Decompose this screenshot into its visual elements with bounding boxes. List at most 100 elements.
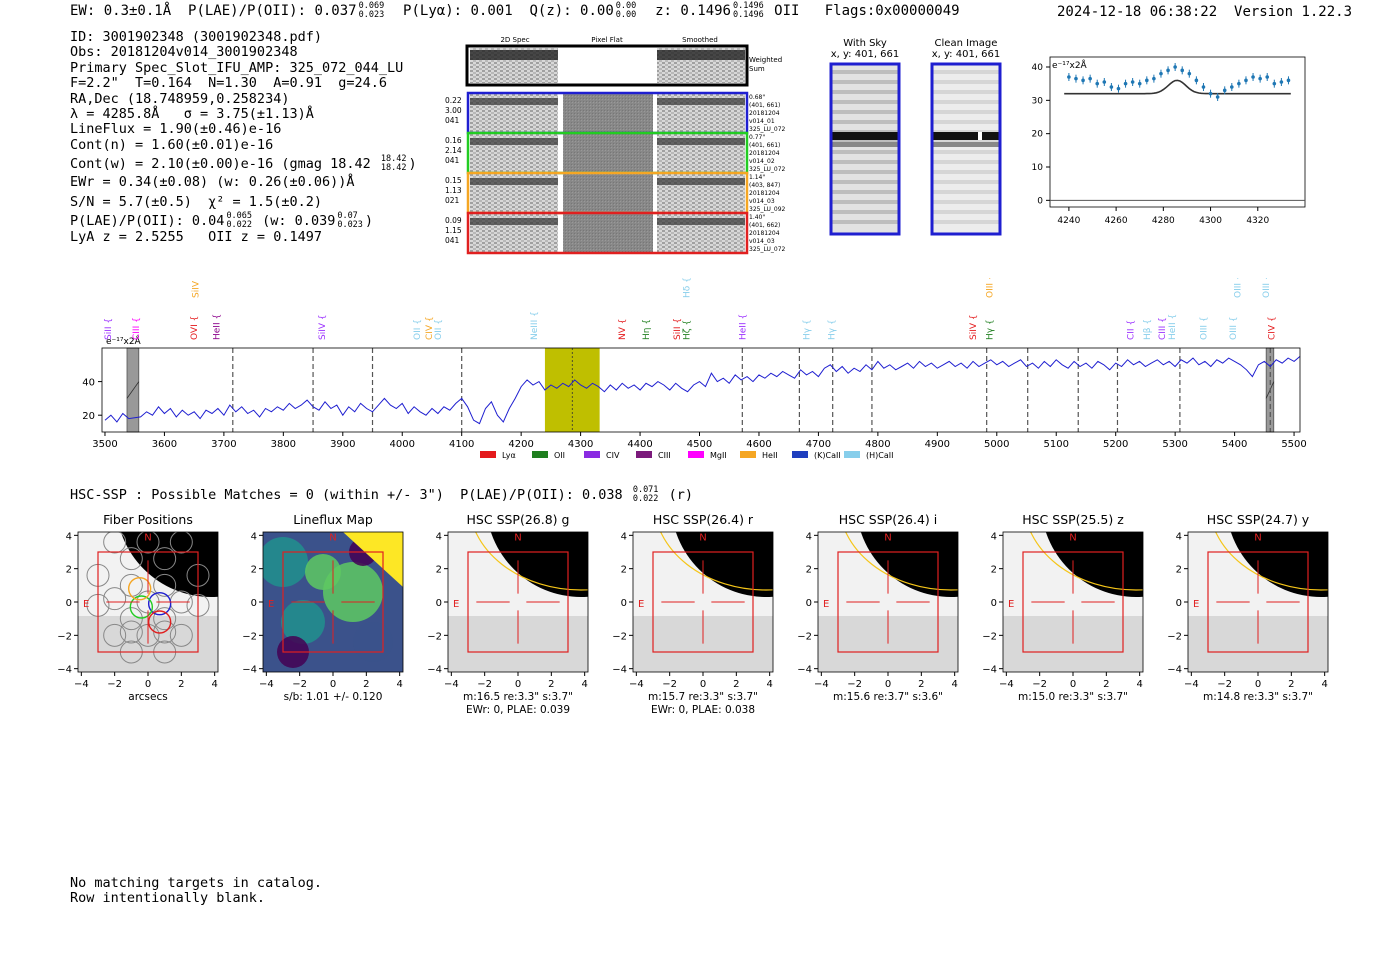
ytick-label: −2 xyxy=(983,631,997,642)
legend-label: CIV xyxy=(606,451,620,460)
spectrum-xtick-label: 4900 xyxy=(925,439,950,450)
emission-line-label: OVI { xyxy=(190,316,200,340)
panel-caption-2: EWr: 0, PLAE: 0.038 xyxy=(651,704,755,716)
spectrum-xtick-label: 4600 xyxy=(746,439,771,450)
cutout-row-meta: (401, 662) xyxy=(749,222,780,229)
cutout-row-meta: 325_LU_072 xyxy=(749,166,786,173)
spectrum-ytick-label: 20 xyxy=(82,411,95,422)
plya-value: P(Lyα): 0.001 xyxy=(403,3,513,19)
cutout-row-stat: 1.13 xyxy=(445,186,462,195)
east-label: E xyxy=(268,599,274,610)
north-label: N xyxy=(144,532,151,543)
panel-title: HSC SSP(26.8) g xyxy=(467,512,570,527)
panel-caption: m:15.6 re:3.7" s:3.6" xyxy=(833,691,943,703)
zoom-data-point xyxy=(1222,88,1227,93)
zoom-xtick-label: 4320 xyxy=(1246,216,1269,226)
qz-lo: 0.00 xyxy=(615,10,637,20)
cutout-row-meta: 1.14" xyxy=(749,174,765,181)
spectrum-xtick-label: 5500 xyxy=(1281,439,1306,450)
zoom-xtick-label: 4240 xyxy=(1057,216,1080,226)
emission-line-label: SiIV { xyxy=(969,314,979,340)
fiber xyxy=(136,532,160,554)
xtick-label: −2 xyxy=(1032,679,1047,690)
full-spectrum-chart: 3500 3600 3700 3800 3900 4000 4100 4200 4300 4400… xyxy=(82,278,1307,460)
clean-image-header: Clean Image x, y: 401, 661 xyxy=(931,38,1001,60)
spectrum-frame xyxy=(101,347,1301,433)
emission-line-label: HeII { xyxy=(738,314,748,340)
z-value: z: 0.1496 xyxy=(655,3,731,19)
cutout-row-stat: 0.22 xyxy=(445,96,462,105)
zoom-data-point xyxy=(1095,81,1100,86)
ytick-label: 2 xyxy=(806,565,812,576)
panel-caption: m:16.5 re:3.3" s:3.7" xyxy=(463,691,573,703)
fiber xyxy=(119,547,143,571)
fiber xyxy=(153,607,177,631)
spectrum-ytick-label: 40 xyxy=(82,378,95,389)
ew-value: EW: 0.3±0.1Å xyxy=(70,3,172,19)
ytick-label: 0 xyxy=(436,598,442,609)
zoom-data-point xyxy=(1180,68,1185,73)
emission-line-label: OIII { xyxy=(1234,278,1244,298)
col-smooth: Smoothed xyxy=(682,36,718,44)
clean-image-frame xyxy=(930,62,1002,236)
zoom-data-point xyxy=(1109,85,1114,89)
zoom-data-point xyxy=(1074,76,1078,81)
plae-value: P(LAE)/P(OII): 0.037 xyxy=(188,3,357,19)
cutout-flat xyxy=(563,94,653,132)
info-lineflux: LineFlux = 1.90(±0.46)e-16 xyxy=(70,121,282,138)
info-contn: Cont(n) = 1.60(±0.01)e-16 xyxy=(70,136,274,153)
ytick-label: 0 xyxy=(1176,598,1182,609)
cutout-row-meta: 325_LU_092 xyxy=(749,206,786,213)
spectrum-xtick-label: 4000 xyxy=(390,439,415,450)
xtick-label: 0 xyxy=(515,679,521,690)
panel-title: Lineflux Map xyxy=(293,512,373,527)
east-label: E xyxy=(83,599,89,610)
zoom-data-point xyxy=(1088,76,1092,81)
fiber xyxy=(153,573,177,597)
fiber xyxy=(119,620,143,644)
qz-hi: 0.00 xyxy=(615,1,637,11)
zoom-data-point xyxy=(1272,81,1277,86)
xtick-label: 4 xyxy=(766,679,772,690)
selected-fiber xyxy=(127,576,152,601)
spectrum-xtick-label: 4200 xyxy=(508,439,533,450)
north-label: N xyxy=(884,532,891,543)
catalog-message: No matching targets in catalog. Row inte… xyxy=(70,875,322,907)
xtick-label: 2 xyxy=(733,679,739,690)
zoom-xtick-label: 4260 xyxy=(1105,216,1128,226)
fiber xyxy=(103,532,127,554)
legend-label: Lyα xyxy=(502,451,516,460)
image-panel-2: Lineflux Map N E −4−4 −2 −2 0 0 2 2 4 4 s/b: 1.01 +/… xyxy=(243,512,404,703)
emission-line-label: Hη { xyxy=(642,319,652,340)
xtick-label: −4 xyxy=(629,679,644,690)
cutout-flat xyxy=(563,174,653,212)
spectrum-xtick-label: 4800 xyxy=(865,439,890,450)
ytick-label: −4 xyxy=(983,665,997,676)
zoom-line-fit-chart: 4240 4260 4280 4300 4320 0 10 20 30 40 e⁻¹⁷x2Å xyxy=(1032,56,1306,226)
fiber xyxy=(169,623,193,647)
east-label: E xyxy=(823,599,829,610)
ytick-label: 4 xyxy=(806,531,812,542)
with-sky-frame xyxy=(829,62,901,236)
info-ewr: EWr = 0.34(±0.08) (w: 0.26(±0.06))Å xyxy=(70,174,355,191)
xtick-label: −4 xyxy=(999,679,1014,690)
fiber xyxy=(153,547,177,571)
zoom-data-point xyxy=(1265,75,1270,79)
emission-line-label: NV { xyxy=(618,319,628,340)
zoom-unit-label: e⁻¹⁷x2Å xyxy=(1052,59,1088,71)
emission-line-label: OII { xyxy=(434,319,444,340)
spectrum-unit-label: e⁻¹⁷x2Å xyxy=(106,335,142,347)
zoom-ytick-label: 0 xyxy=(1037,196,1043,206)
cutout-row-meta: 20181204 xyxy=(749,150,780,157)
xtick-label: 4 xyxy=(211,679,217,690)
emission-line-label: Hβ { xyxy=(1143,319,1153,340)
zoom-data-point xyxy=(1258,76,1262,81)
zoom-data-point xyxy=(1067,75,1071,79)
xtick-label: 2 xyxy=(178,679,184,690)
xtick-label: −4 xyxy=(74,679,89,690)
ytick-label: 2 xyxy=(251,565,257,576)
cutout-row-meta: 20181204 xyxy=(749,110,780,117)
